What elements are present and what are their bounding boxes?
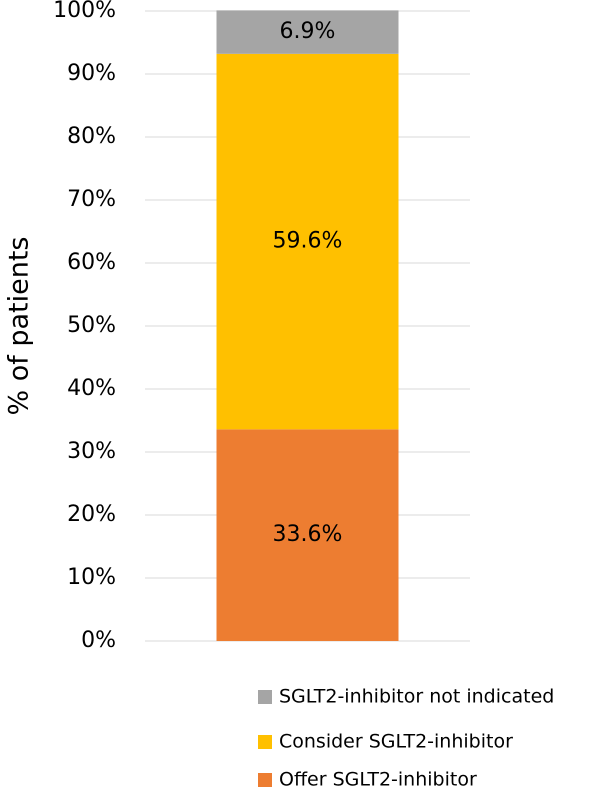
y-tick-label: 70% <box>67 187 116 212</box>
bar-segment <box>216 429 399 641</box>
value-label: 59.6% <box>273 229 343 254</box>
y-tick-label: 60% <box>67 250 116 275</box>
y-axis-label: % of patients <box>4 237 35 416</box>
legend-swatch <box>258 773 272 787</box>
value-label: 6.9% <box>280 19 336 44</box>
y-tick-label: 50% <box>67 313 116 338</box>
y-tick-label: 30% <box>67 439 116 464</box>
y-tick-label: 80% <box>67 124 116 149</box>
legend-swatch <box>258 735 272 749</box>
legend-label: SGLT2-inhibitor not indicated <box>279 686 554 708</box>
y-tick-label: 40% <box>67 376 116 401</box>
y-tick-label: 90% <box>67 61 116 86</box>
legend-label: Offer SGLT2-inhibitor <box>279 769 477 791</box>
bar-segment <box>216 53 399 430</box>
legend-swatch <box>258 690 272 704</box>
bar-segment <box>216 10 399 54</box>
value-label: 33.6% <box>273 522 343 547</box>
y-tick-label: 10% <box>67 565 116 590</box>
y-tick-label: 100% <box>53 0 116 23</box>
legend-label: Consider SGLT2-inhibitor <box>279 731 513 753</box>
y-tick-label: 0% <box>81 628 116 653</box>
y-tick-label: 20% <box>67 502 116 527</box>
